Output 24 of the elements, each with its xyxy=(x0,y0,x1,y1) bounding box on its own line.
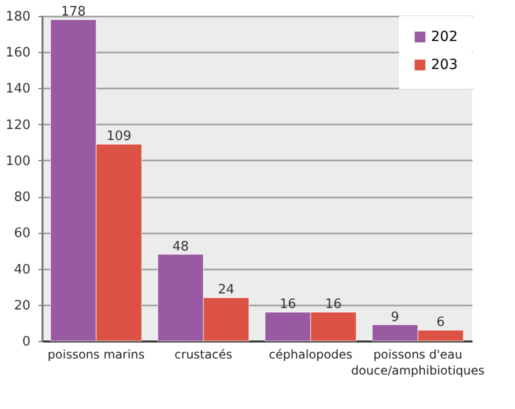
y-tick-label: 140 xyxy=(6,82,30,97)
data-label: 109 xyxy=(106,129,132,144)
y-tick-label: 60 xyxy=(14,226,30,242)
data-label: 48 xyxy=(172,239,189,254)
y-tick-label: 160 xyxy=(6,46,30,61)
data-label: 6 xyxy=(436,315,445,330)
y-tick-label: 120 xyxy=(6,118,30,133)
data-label: 16 xyxy=(325,297,342,312)
y-tick-label: 40 xyxy=(14,262,30,278)
x-tick-label: poissons d'eau douce/amphibiotiques xyxy=(351,348,485,378)
x-tick-label: crustacés xyxy=(174,348,232,362)
legend-label: 202 xyxy=(431,29,458,45)
x-tick-label: céphalopodes xyxy=(268,348,352,362)
y-tick-label: 80 xyxy=(14,190,30,206)
y-tick-label: 100 xyxy=(6,154,30,169)
data-label: 16 xyxy=(280,297,296,312)
y-tick-label: 20 xyxy=(14,298,30,314)
data-label: 24 xyxy=(218,282,234,298)
legend-label: 203 xyxy=(431,57,458,73)
y-tick-label: 180 xyxy=(6,10,30,24)
data-label: 9 xyxy=(390,310,400,325)
data-label: 178 xyxy=(60,4,86,20)
x-tick-label: poissons marins xyxy=(48,348,145,362)
y-tick-label: 0 xyxy=(22,334,30,350)
